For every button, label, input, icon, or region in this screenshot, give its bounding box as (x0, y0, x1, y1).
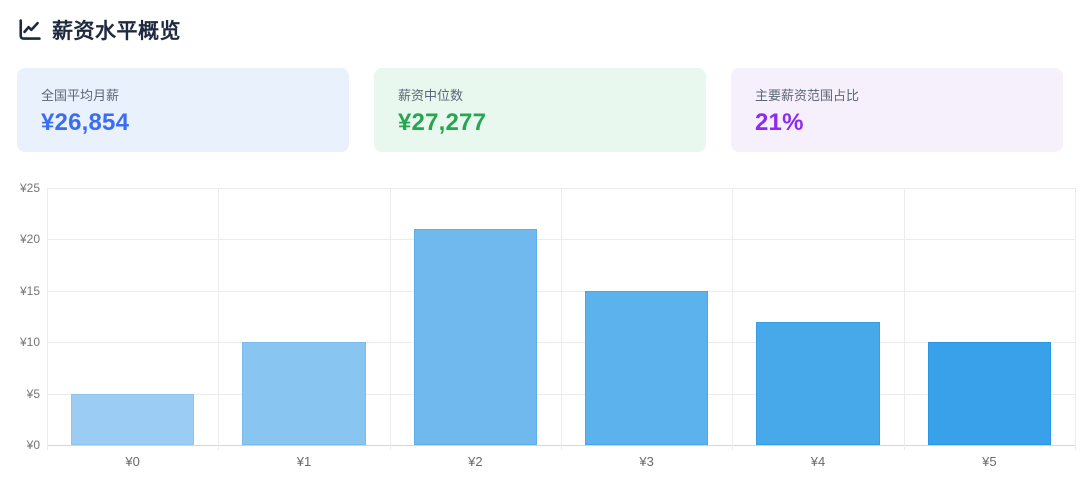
bar-¥3 (584, 290, 709, 445)
gridline-vertical (389, 188, 391, 450)
y-axis: ¥0 ¥5 ¥10 ¥15 ¥20 ¥25 (0, 181, 40, 452)
x-axis-tick-label: ¥3 (639, 454, 654, 469)
x-axis-tick-label: ¥2 (468, 454, 483, 469)
x-axis-tick-label: ¥1 (296, 454, 312, 469)
gridline-vertical (1075, 188, 1076, 450)
line-chart-icon (19, 18, 41, 40)
stat-card-main-range-share: 主要薪资范围占比 21% (731, 68, 1063, 152)
gridline-vertical (903, 188, 905, 450)
stat-card-national-average: 全国平均月薪 ¥26,854 (17, 68, 349, 152)
stat-label: 全国平均月薪 (41, 88, 120, 103)
y-axis-tick-label: ¥5 (26, 386, 40, 401)
bar-¥5 (927, 342, 1051, 445)
x-axis: ¥0 ¥1 ¥2 ¥3 ¥4 ¥5 (47, 454, 1075, 472)
stat-label: 薪资中位数 (398, 88, 464, 103)
salary-bar-chart: ¥0 ¥5 ¥10 ¥15 ¥20 ¥25 ¥0 ¥1 ¥2 ¥3 ¥4 ¥5 (0, 180, 1080, 480)
y-axis-tick-label: ¥20 (19, 232, 40, 247)
stat-card-median-salary: 薪资中位数 ¥27,277 (374, 68, 706, 152)
stat-value: 21% (755, 109, 804, 136)
bar-¥2 (413, 229, 537, 445)
page-title: 薪资水平概览 (52, 20, 181, 43)
bar-¥4 (756, 321, 880, 445)
gridline-vertical (732, 188, 734, 450)
gridline-vertical (561, 188, 562, 450)
y-axis-tick-label: ¥15 (19, 283, 40, 298)
x-axis-tick-label: ¥4 (810, 454, 826, 469)
y-axis-tick-label: ¥25 (19, 181, 40, 195)
stat-label: 主要薪资范围占比 (755, 88, 860, 103)
bar-¥0 (70, 393, 195, 445)
gridline-vertical (47, 188, 48, 450)
y-axis-tick-label: ¥10 (19, 335, 40, 350)
x-axis-tick-label: ¥5 (982, 454, 997, 469)
chart-plot-area (47, 188, 1076, 450)
stat-value: ¥27,277 (398, 109, 487, 136)
y-axis-tick-label: ¥0 (26, 438, 40, 452)
bar-¥1 (242, 342, 366, 445)
page-header: 薪资水平概览 (16, 15, 181, 45)
x-axis-tick-label: ¥0 (125, 454, 140, 469)
stat-value: ¥26,854 (41, 109, 130, 136)
stat-cards-row: 全国平均月薪 ¥26,854 薪资中位数 ¥27,277 主要薪资范围占比 21… (17, 68, 1063, 152)
gridline-vertical (218, 188, 220, 450)
